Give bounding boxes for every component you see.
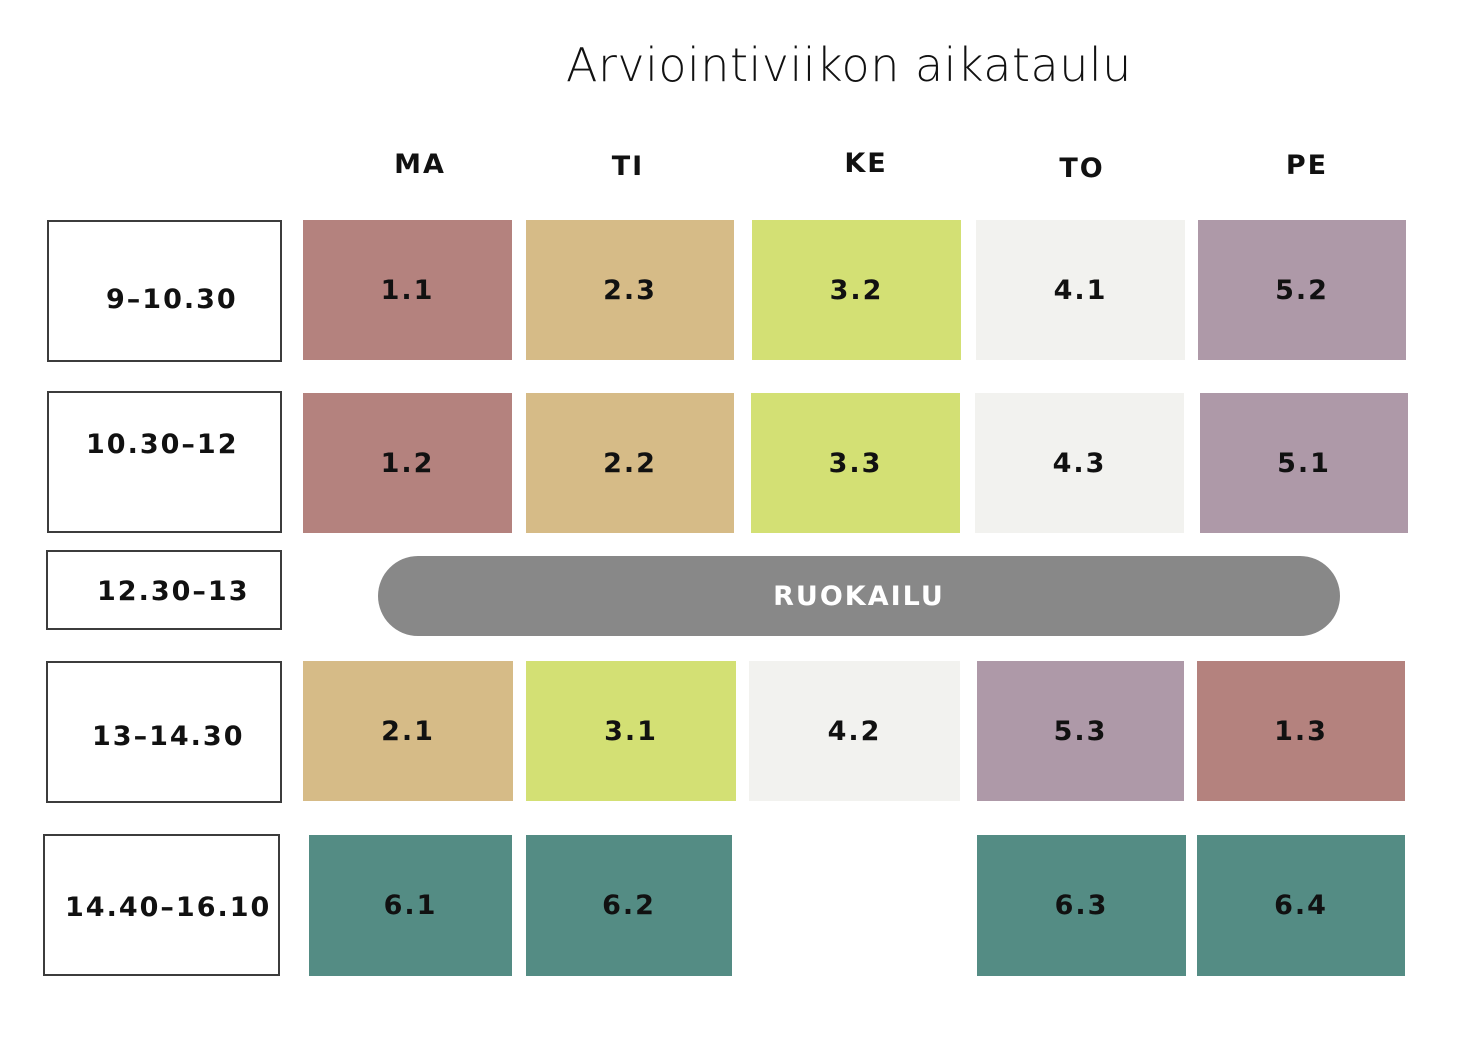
time-slot: 9–10.30 (47, 220, 282, 362)
session-cell: 2.1 (303, 661, 513, 801)
session-cell: 5.2 (1198, 220, 1406, 360)
session-cell: 6.4 (1197, 835, 1405, 976)
day-header-ma: MA (394, 149, 446, 180)
session-cell: 3.1 (526, 661, 736, 801)
session-cell: 2.2 (526, 393, 734, 533)
time-slot: 12.30–13 (46, 550, 282, 630)
session-cell: 6.1 (309, 835, 512, 976)
session-cell: 3.3 (751, 393, 960, 533)
time-slot-label: 9–10.30 (106, 284, 238, 315)
session-cell: 4.2 (749, 661, 960, 801)
session-cell: 1.2 (303, 393, 512, 533)
time-slot-label: 14.40–16.10 (65, 892, 272, 923)
page-title: Arviointiviikon aikataulu (566, 38, 1132, 92)
time-slot: 14.40–16.10 (43, 834, 280, 976)
session-cell: 4.1 (976, 220, 1185, 360)
time-slot-label: 13–14.30 (92, 721, 245, 752)
time-slot: 10.30–12 (47, 391, 282, 533)
session-cell: 4.3 (975, 393, 1184, 533)
day-header-ti: TI (611, 151, 645, 182)
session-cell: 5.3 (977, 661, 1184, 801)
session-cell: 1.3 (1197, 661, 1405, 801)
day-header-to: TO (1059, 153, 1105, 184)
lunch-bar: RUOKAILU (378, 556, 1340, 636)
day-header-pe: PE (1285, 150, 1329, 181)
time-slot-label: 10.30–12 (86, 429, 239, 460)
session-cell: 2.3 (526, 220, 734, 360)
time-slot-label: 12.30–13 (97, 576, 250, 607)
session-cell: 1.1 (303, 220, 512, 360)
session-cell: 6.3 (977, 835, 1186, 976)
session-cell: 6.2 (526, 835, 732, 976)
day-header-ke: KE (844, 148, 888, 179)
session-cell: 5.1 (1200, 393, 1408, 533)
time-slot: 13–14.30 (46, 661, 282, 803)
session-cell: 3.2 (752, 220, 961, 360)
